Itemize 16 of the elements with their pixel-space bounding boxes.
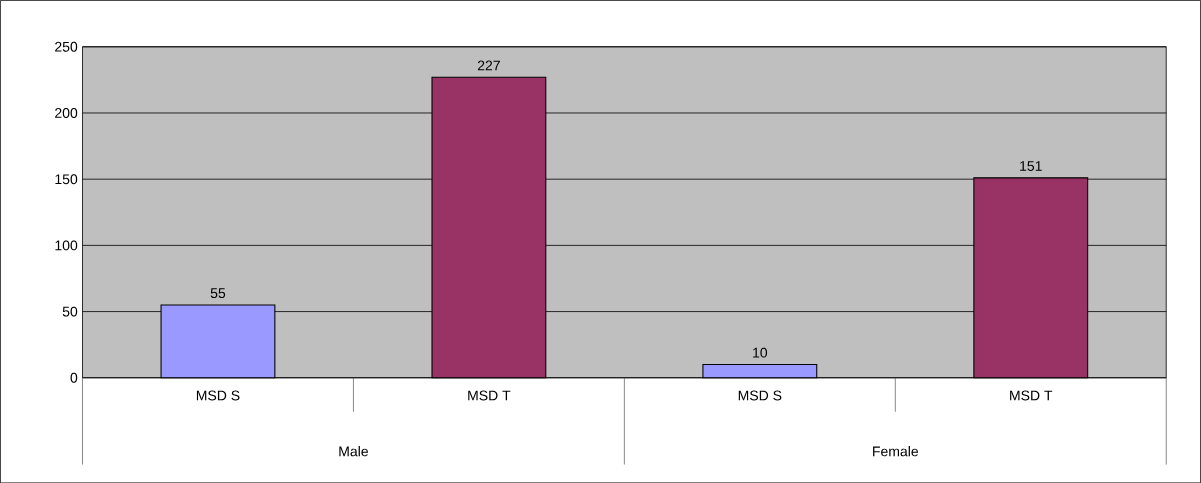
y-tick-label: 0 xyxy=(70,372,78,383)
y-tick-label: 50 xyxy=(62,306,78,317)
y-tick-label: 150 xyxy=(55,174,78,185)
y-tick-label: 250 xyxy=(55,41,78,52)
data-label: 227 xyxy=(477,60,500,71)
x-tick-label: MSD T xyxy=(1010,390,1053,401)
data-label: 55 xyxy=(210,288,226,298)
data-label: 151 xyxy=(1020,161,1042,171)
x-tick-label: MSD S xyxy=(196,390,240,401)
x-tick-label: MSD T xyxy=(468,390,511,401)
data-label: 10 xyxy=(753,347,768,358)
text: Male xyxy=(339,445,368,457)
text: Female xyxy=(873,445,919,457)
y-tick-label: 200 xyxy=(55,107,78,118)
y-tick-label: 100 xyxy=(55,240,78,251)
x-tick-label: MSD S xyxy=(738,390,782,401)
